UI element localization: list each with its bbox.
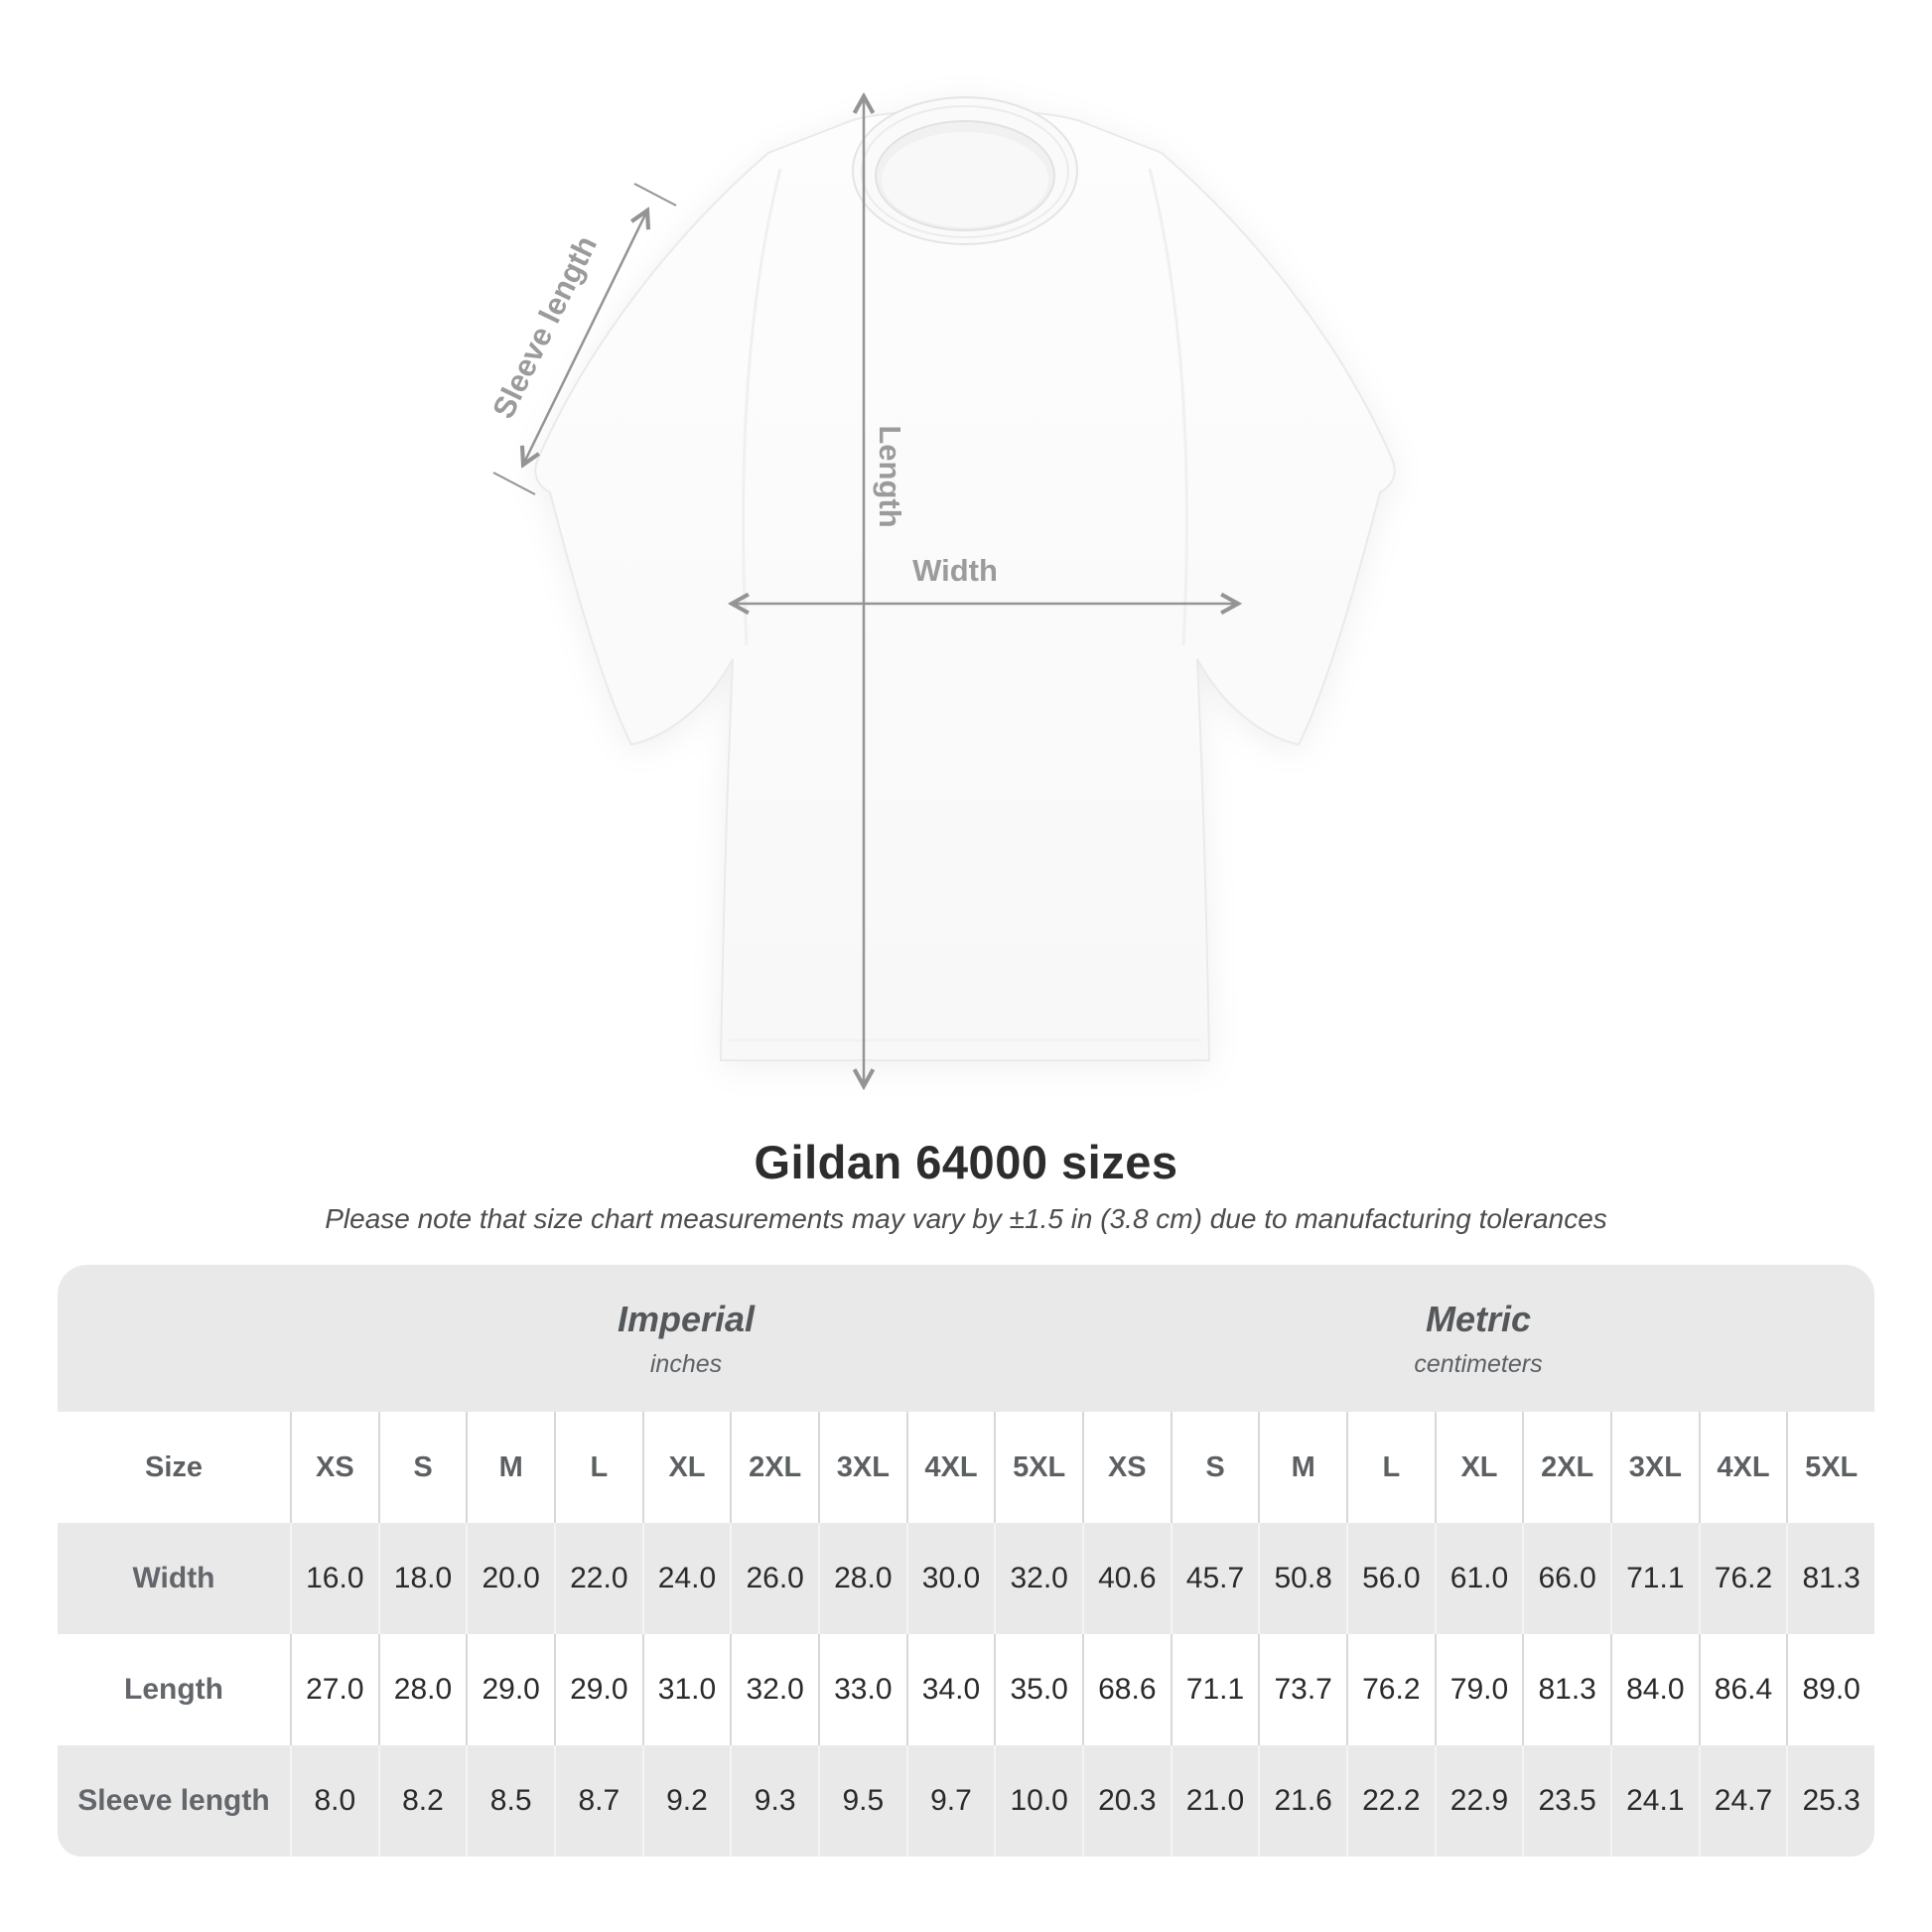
- metric-label: Metric: [1425, 1298, 1531, 1339]
- page-title: Gildan 64000 sizes: [754, 1136, 1178, 1188]
- value-cell: 22.2: [1345, 1745, 1435, 1858]
- value-cell: 34.0: [905, 1634, 995, 1746]
- value-cell: 16.0: [290, 1523, 378, 1635]
- size-header-cell: S: [377, 1412, 467, 1524]
- length-label: Length: [873, 425, 907, 527]
- size-header-cell: XS: [290, 1412, 378, 1524]
- value-cell: 9.2: [641, 1745, 731, 1858]
- size-header-cell: 5XL: [994, 1412, 1082, 1524]
- size-column-label: Size: [58, 1412, 290, 1524]
- value-cell: 10.0: [994, 1745, 1082, 1858]
- size-header-cell: M: [1258, 1412, 1346, 1524]
- value-cell: 9.5: [817, 1745, 906, 1858]
- sleeve-arrow-tick-bottom: [492, 472, 536, 495]
- armhole-seam-right: [1148, 168, 1188, 646]
- value-cell: 56.0: [1345, 1523, 1435, 1635]
- width-label: Width: [912, 553, 998, 588]
- value-cell: 25.3: [1786, 1745, 1874, 1858]
- row-label: Width: [58, 1523, 290, 1635]
- size-diagram: Length Width Sleeve length: [485, 0, 1396, 1110]
- size-header-cell: L: [553, 1412, 642, 1524]
- value-cell: 24.0: [641, 1523, 731, 1635]
- value-cell: 29.0: [553, 1634, 642, 1746]
- value-cell: 27.0: [290, 1634, 378, 1746]
- tolerance-note: Please note that size chart measurements…: [325, 1203, 1607, 1235]
- value-cell: 35.0: [994, 1634, 1082, 1746]
- row-label: Sleeve length: [58, 1745, 290, 1858]
- collar: [852, 96, 1078, 245]
- metric-group-header: Metric centimeters: [1081, 1265, 1874, 1413]
- tshirt-illustration: [534, 96, 1396, 1061]
- value-cell: 22.9: [1434, 1745, 1523, 1858]
- value-cell: 73.7: [1258, 1634, 1346, 1746]
- value-cell: 31.0: [641, 1634, 731, 1746]
- table-corner-cell: [58, 1265, 290, 1413]
- value-cell: 68.6: [1081, 1634, 1171, 1746]
- size-header-cell: 2XL: [730, 1412, 818, 1524]
- sleeve-arrow: [523, 210, 647, 465]
- size-header-cell: 3XL: [817, 1412, 906, 1524]
- value-cell: 50.8: [1258, 1523, 1346, 1635]
- value-cell: 40.6: [1081, 1523, 1171, 1635]
- imperial-group-header: Imperial inches: [290, 1265, 1082, 1413]
- size-header-cell: 3XL: [1609, 1412, 1699, 1524]
- value-cell: 18.0: [377, 1523, 467, 1635]
- size-header-cell: 2XL: [1522, 1412, 1610, 1524]
- imperial-label: Imperial: [617, 1298, 756, 1339]
- size-header-cell: L: [1345, 1412, 1435, 1524]
- value-cell: 24.1: [1609, 1745, 1699, 1858]
- size-table: Imperial inches Metric centimeters Size …: [58, 1265, 1874, 1858]
- value-cell: 61.0: [1434, 1523, 1523, 1635]
- value-cell: 76.2: [1698, 1523, 1787, 1635]
- value-cell: 20.3: [1081, 1745, 1171, 1858]
- value-cell: 22.0: [553, 1523, 642, 1635]
- value-cell: 23.5: [1522, 1745, 1610, 1858]
- value-cell: 79.0: [1434, 1634, 1523, 1746]
- imperial-unit: inches: [649, 1349, 723, 1378]
- size-header-cell: 4XL: [905, 1412, 995, 1524]
- value-cell: 28.0: [377, 1634, 467, 1746]
- value-cell: 84.0: [1609, 1634, 1699, 1746]
- value-cell: 9.7: [905, 1745, 995, 1858]
- value-cell: 81.3: [1522, 1634, 1610, 1746]
- value-cell: 21.0: [1170, 1745, 1259, 1858]
- size-header-cell: M: [466, 1412, 554, 1524]
- value-cell: 45.7: [1170, 1523, 1259, 1635]
- value-cell: 9.3: [730, 1745, 818, 1858]
- armhole-seam-left: [742, 168, 782, 646]
- value-cell: 33.0: [817, 1634, 906, 1746]
- value-cell: 76.2: [1345, 1634, 1435, 1746]
- value-cell: 26.0: [730, 1523, 818, 1635]
- tshirt-diagram-svg: Length Width Sleeve length: [485, 0, 1396, 1110]
- value-cell: 71.1: [1609, 1523, 1699, 1635]
- value-cell: 28.0: [817, 1523, 906, 1635]
- value-cell: 66.0: [1522, 1523, 1610, 1635]
- metric-unit: centimeters: [1414, 1349, 1543, 1378]
- value-cell: 20.0: [466, 1523, 554, 1635]
- value-cell: 32.0: [994, 1523, 1082, 1635]
- value-cell: 8.5: [466, 1745, 554, 1858]
- value-cell: 8.2: [377, 1745, 467, 1858]
- value-cell: 29.0: [466, 1634, 554, 1746]
- size-header-cell: XL: [641, 1412, 731, 1524]
- value-cell: 71.1: [1170, 1634, 1259, 1746]
- value-cell: 8.7: [553, 1745, 642, 1858]
- size-header-cell: XS: [1081, 1412, 1171, 1524]
- sleeve-arrow-tick-top: [633, 183, 677, 207]
- value-cell: 81.3: [1786, 1523, 1874, 1635]
- value-cell: 8.0: [290, 1745, 378, 1858]
- value-cell: 86.4: [1698, 1634, 1787, 1746]
- value-cell: 89.0: [1786, 1634, 1874, 1746]
- value-cell: 32.0: [730, 1634, 818, 1746]
- size-header-cell: 4XL: [1698, 1412, 1787, 1524]
- value-cell: 30.0: [905, 1523, 995, 1635]
- value-cell: 21.6: [1258, 1745, 1346, 1858]
- row-label: Length: [58, 1634, 290, 1746]
- size-header-cell: S: [1170, 1412, 1259, 1524]
- dimension-lines: [492, 96, 1238, 1086]
- size-header-cell: 5XL: [1786, 1412, 1874, 1524]
- value-cell: 24.7: [1698, 1745, 1787, 1858]
- size-header-cell: XL: [1434, 1412, 1523, 1524]
